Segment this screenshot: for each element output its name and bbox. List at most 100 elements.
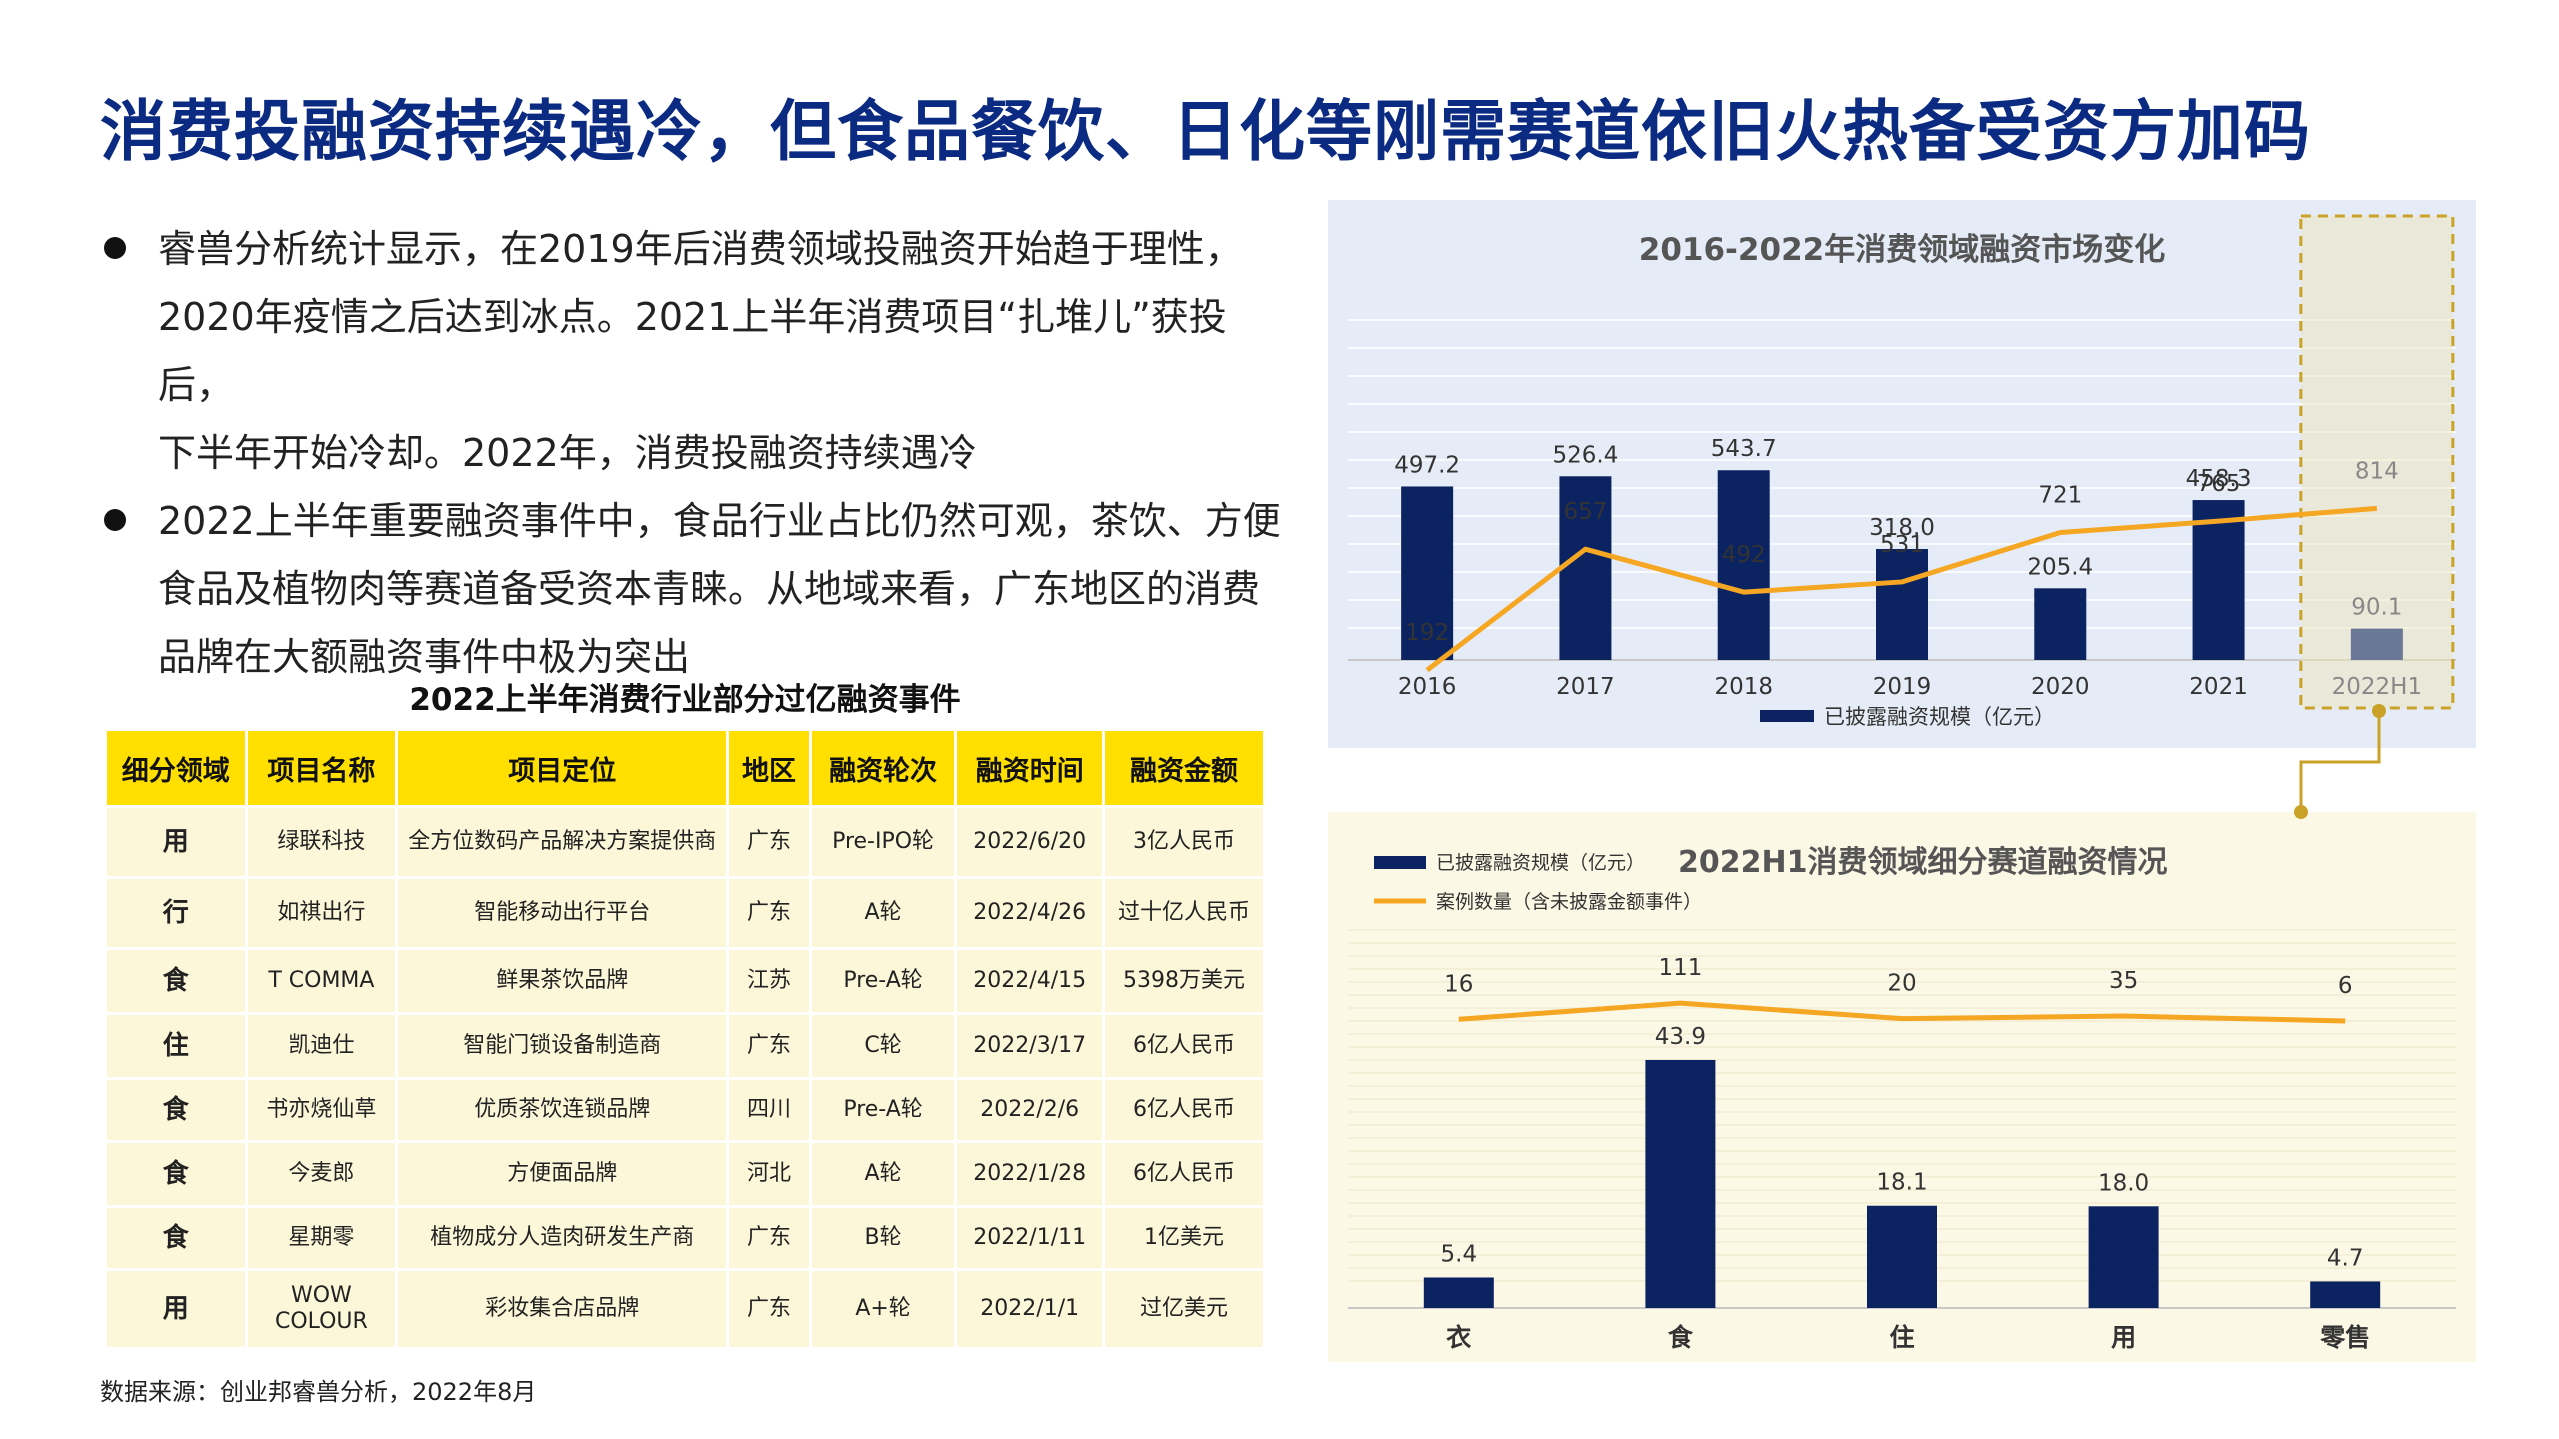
- x-tick-label: 2016: [1398, 674, 1457, 700]
- table-cell: 5398万美元: [1105, 950, 1263, 1012]
- bullet-line: 2020年疫情之后达到冰点。2021上半年消费项目“扎堆儿”获投后，: [158, 295, 1227, 407]
- table-cell: 行: [107, 879, 245, 947]
- segment-financing-chart-svg: 2022H1消费领域细分赛道融资情况 已披露融资规模（亿元） 案例数量（含未披露金额…: [1348, 845, 2456, 1352]
- table-header-cell: 细分领域: [107, 731, 245, 805]
- table-cell: 2022/4/15: [957, 950, 1103, 1012]
- table-cell: 广东: [729, 1015, 809, 1077]
- table-row: 住凯迪仕 智能门锁设备制造商 广东 C轮 2022/3/17 6亿人民币: [107, 1015, 1263, 1077]
- table-row: 食书亦烧仙草 优质茶饮连锁品牌 四川 Pre-A轮 2022/2/6 6亿人民币: [107, 1080, 1263, 1140]
- table-row: 用绿联科技 全方位数码产品解决方案提供商 广东 Pre-IPO轮 2022/6/20 3亿…: [107, 808, 1263, 876]
- table-cell: T COMMA: [247, 950, 396, 1012]
- table-cell: 全方位数码产品解决方案提供商: [398, 808, 727, 876]
- table-cell: 今麦郎: [247, 1143, 396, 1205]
- table-cell: 食: [107, 1208, 245, 1268]
- line-value-label: 16: [1444, 971, 1473, 997]
- bullet-item: 睿兽分析统计显示，在2019年后消费领域投融资开始趋于理性， 2020年疫情之后…: [100, 215, 1300, 487]
- table-cell: 彩妆集合店品牌: [398, 1271, 727, 1347]
- table-cell: 植物成分人造肉研发生产商: [398, 1208, 727, 1268]
- series-line: [1425, 505, 2378, 673]
- line-value-label: 111: [1658, 955, 1702, 981]
- chart-title: 2022H1消费领域细分赛道融资情况: [1678, 845, 2167, 880]
- bar: [2350, 628, 2403, 660]
- table-cell: 6亿人民币: [1105, 1015, 1263, 1077]
- bar: [1867, 1205, 1937, 1308]
- table-cell: 广东: [729, 1271, 809, 1347]
- table-cell: 食: [107, 950, 245, 1012]
- table-cell: 食: [107, 1080, 245, 1140]
- x-tick-label: 食: [1668, 1323, 1694, 1352]
- segment-financing-chart: 2022H1消费领域细分赛道融资情况 已披露融资规模（亿元） 案例数量（含未披露金额…: [1328, 812, 2476, 1362]
- bullet-list: 睿兽分析统计显示，在2019年后消费领域投融资开始趋于理性， 2020年疫情之后…: [100, 215, 1300, 691]
- bar: [1423, 1277, 1494, 1308]
- series-line: [1458, 1000, 2346, 1024]
- x-tick-label: 衣: [1446, 1323, 1471, 1352]
- bar: [2310, 1281, 2381, 1308]
- table-cell: 智能移动出行平台: [398, 879, 727, 947]
- table-cell: A轮: [811, 1143, 955, 1205]
- table-cell: 用: [107, 1271, 245, 1347]
- line-value-label: 765: [2197, 471, 2241, 497]
- table-cell: WOW COLOUR: [247, 1271, 396, 1347]
- table-cell: 2022/1/28: [957, 1143, 1103, 1205]
- table-cell: 1亿美元: [1105, 1208, 1263, 1268]
- x-tick-label: 2020: [2031, 674, 2090, 700]
- table-title: 2022上半年消费行业部分过亿融资事件: [409, 682, 961, 718]
- table-cell: 2022/3/17: [957, 1015, 1103, 1077]
- table-cell: 2022/1/11: [957, 1208, 1103, 1268]
- financing-events-table: 细分领域 项目名称 项目定位 地区 融资轮次 融资时间 融资金额 用绿联科技 全方位数码产品解…: [104, 728, 1266, 1350]
- table-cell: 6亿人民币: [1105, 1143, 1263, 1205]
- table-cell: 鲜果茶饮品牌: [398, 950, 727, 1012]
- table-header-cell: 项目定位: [398, 731, 727, 805]
- table-cell: 四川: [729, 1080, 809, 1140]
- table-header-cell: 融资轮次: [811, 731, 955, 805]
- line-value-label: 814: [2355, 458, 2399, 484]
- bar-value-label: 205.4: [2027, 554, 2093, 580]
- table-cell: Pre-A轮: [811, 1080, 955, 1140]
- data-source-note: 数据来源：创业邦睿兽分析，2022年8月: [100, 1378, 537, 1406]
- table-header-row: 细分领域 项目名称 项目定位 地区 融资轮次 融资时间 融资金额: [107, 731, 1263, 805]
- legend-swatch: [1374, 856, 1426, 869]
- bullet-dot-icon: [104, 509, 126, 531]
- table-cell: 优质茶饮连锁品牌: [398, 1080, 727, 1140]
- bar-value-label: 18.0: [2098, 1170, 2149, 1196]
- bullet-line: 食品及植物肉等赛道备受资本青睐。从地域来看，广东地区的消费: [158, 567, 1261, 611]
- bullet-line: 下半年开始冷却。2022年，消费投融资持续遇冷: [158, 431, 977, 475]
- table-cell: 凯迪仕: [247, 1015, 396, 1077]
- table-header-cell: 融资金额: [1105, 731, 1263, 805]
- table-cell: 方便面品牌: [398, 1143, 727, 1205]
- bullet-line: 睿兽分析统计显示，在2019年后消费领域投融资开始趋于理性，: [158, 227, 1243, 271]
- bar: [2034, 588, 2087, 660]
- table-row: 食星期零 植物成分人造肉研发生产商 广东 B轮 2022/1/11 1亿美元: [107, 1208, 1263, 1268]
- bar-value-label: 318.0: [1869, 515, 1935, 541]
- line-value-label: 492: [1722, 542, 1766, 568]
- bar-value-label: 458.3: [2186, 466, 2252, 492]
- table-row: 食今麦郎 方便面品牌 河北 A轮 2022/1/28 6亿人民币: [107, 1143, 1263, 1205]
- bar: [2192, 500, 2245, 660]
- bar-value-label: 43.9: [1655, 1024, 1706, 1050]
- line-value-label: 35: [2109, 968, 2138, 994]
- line-value-label: 721: [2038, 483, 2082, 509]
- table-cell: 河北: [729, 1143, 809, 1205]
- x-tick-label: 住: [1889, 1323, 1914, 1352]
- bar: [1645, 1059, 1716, 1308]
- bar-value-label: 526.4: [1552, 442, 1618, 468]
- table-cell: A+轮: [811, 1271, 955, 1347]
- x-tick-label: 2021: [2189, 674, 2248, 700]
- bar-value-label: 5.4: [1441, 1241, 1478, 1267]
- table-header-cell: 地区: [729, 731, 809, 805]
- table-cell: 2022/1/1: [957, 1271, 1103, 1347]
- line-value-label: 192: [1405, 620, 1449, 646]
- table-cell: 2022/2/6: [957, 1080, 1103, 1140]
- line-value-label: 531: [1880, 532, 1924, 558]
- table-header-cell: 项目名称: [247, 731, 396, 805]
- page-title: 消费投融资持续遇冷，但食品餐饮、日化等刚需赛道依旧火热备受资方加码: [100, 93, 2311, 170]
- chart-title: 2016-2022年消费领域融资市场变化: [1639, 232, 2165, 268]
- bar-value-label: 90.1: [2351, 595, 2402, 621]
- legend-label: 已披露融资规模（亿元）: [1436, 852, 1645, 874]
- table-cell: 如祺出行: [247, 879, 396, 947]
- table-cell: 用: [107, 808, 245, 876]
- table-cell: 过亿美元: [1105, 1271, 1263, 1347]
- table-row: 行如祺出行 智能移动出行平台 广东 A轮 2022/4/26 过十亿人民币: [107, 879, 1263, 947]
- line-value-label: 6: [2338, 973, 2353, 999]
